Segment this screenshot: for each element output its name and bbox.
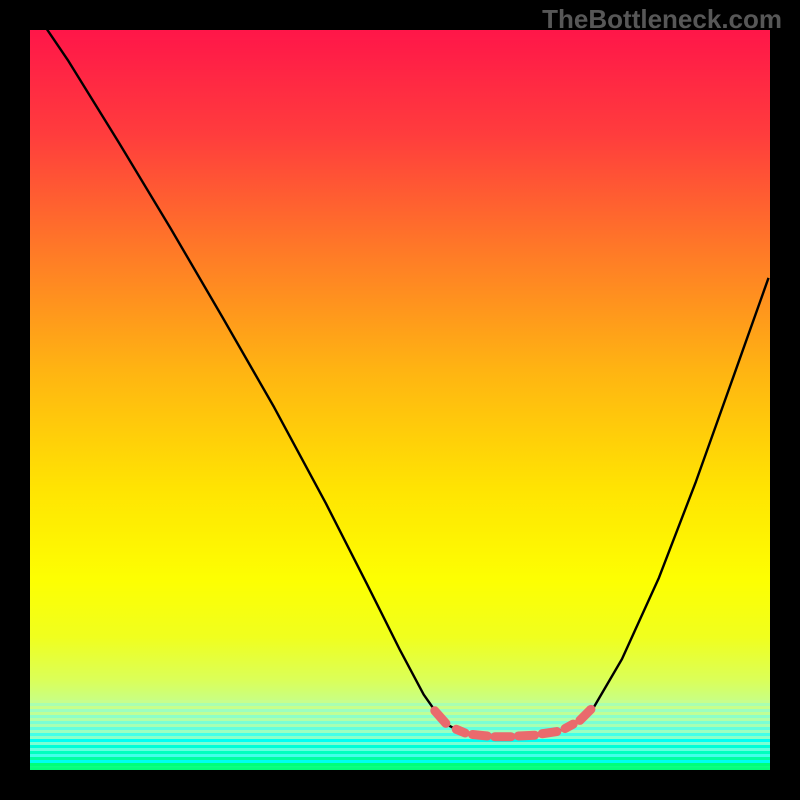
highlight-dash (542, 732, 557, 734)
bottleneck-curve (37, 30, 768, 737)
curve-overlay (30, 30, 770, 770)
highlight-dash (456, 729, 465, 733)
highlight-dash (580, 709, 591, 720)
plot-area (30, 30, 770, 770)
watermark-label: TheBottleneck.com (542, 4, 782, 35)
highlight-dash (473, 734, 488, 735)
highlight-dash (565, 724, 573, 728)
highlight-dash (518, 735, 534, 736)
highlight-dash (435, 711, 446, 724)
